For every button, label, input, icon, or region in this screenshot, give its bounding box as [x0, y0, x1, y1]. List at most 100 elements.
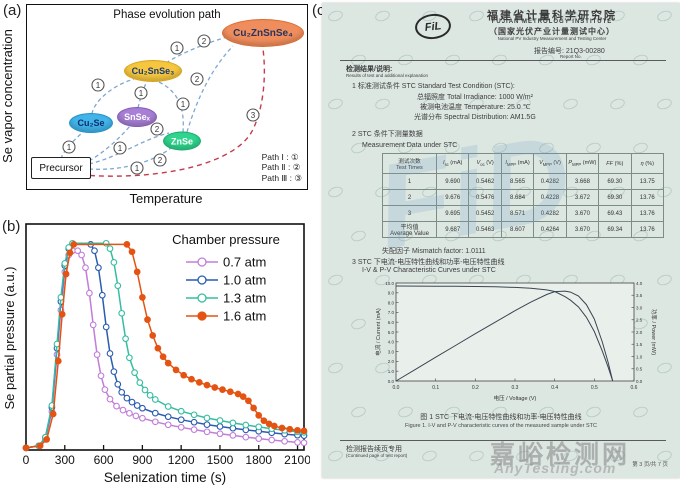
series-marker — [190, 418, 198, 426]
series-marker — [89, 321, 97, 329]
path-step-circle — [246, 108, 260, 122]
series-marker — [177, 407, 185, 415]
series-marker — [245, 397, 252, 405]
x-tick-label: 0 — [23, 453, 30, 467]
watermark-tile — [420, 448, 439, 464]
watermark-tile — [326, 272, 345, 288]
phase-path-blue — [91, 78, 135, 115]
series-marker — [91, 247, 98, 255]
table-cell: 69.30 — [598, 189, 632, 206]
series-1.6-atm — [22, 241, 308, 452]
table-cell: 9.690 — [435, 173, 470, 190]
series-marker — [133, 268, 141, 276]
series-marker — [86, 289, 93, 297]
node-znse: ZnSe — [163, 131, 201, 151]
iv-yl-tick-label: 4.0 — [388, 340, 395, 345]
figure-caption-cn: 图 1 STC 下电流-电压特性曲线和功率-电压特性曲线 — [420, 414, 582, 421]
series-marker — [126, 409, 133, 417]
certificate-page: FiL 福建省计量科学研究院 FUJIAN METROLOGY INSTITUT… — [322, 3, 680, 478]
table-cell: 3 — [382, 205, 437, 222]
iv-yl-tick-label: 2.0 — [388, 359, 395, 364]
iv-x-axis-label: 电压 / Voltage (V) — [494, 394, 537, 402]
table-cell: 3.668 — [565, 173, 600, 190]
series-marker — [164, 359, 172, 367]
series-marker — [216, 417, 224, 424]
series-marker — [101, 386, 109, 393]
series-marker — [229, 432, 237, 439]
iv-left-axis-label: 电流 / Current (mA) — [374, 308, 382, 356]
watermark-tile — [561, 96, 580, 112]
series-marker — [61, 260, 69, 267]
series-marker — [188, 375, 195, 383]
series-marker — [294, 426, 301, 434]
legend-marker — [197, 257, 207, 267]
page-info: 第 3 页/共 7 页 — [632, 462, 668, 468]
series-marker — [118, 388, 126, 396]
node-cu2snse3-label: Cu₂SnSe₃ — [131, 66, 175, 76]
table-row: 平均值 Average Value 9.687 0.5463 8.607 0.4264 3… — [382, 221, 665, 238]
watermark-tile — [326, 96, 345, 112]
iv-yr-tick-label: 1.0 — [636, 354, 643, 359]
series-marker — [203, 381, 211, 389]
series-marker — [114, 380, 122, 388]
series-marker — [123, 394, 131, 402]
iv-yr-tick-label: 4.0 — [636, 281, 643, 286]
series-marker — [126, 354, 133, 362]
table-header-cell: FF (%) — [598, 153, 632, 174]
node-snsex-label: SnSeₓ — [124, 112, 150, 122]
series-marker — [139, 294, 146, 301]
spectral-line: 光谱分布 Spectral Distribution: AM1.5G — [414, 114, 536, 121]
legend-title: Chamber pressure — [172, 232, 280, 247]
series-marker — [57, 294, 65, 301]
iv-yr-tick-label: 0.5 — [636, 367, 643, 372]
table-cell: 0.4282 — [533, 173, 567, 190]
series-marker — [149, 332, 157, 339]
path-step-number: 1 — [96, 81, 101, 90]
table-cell: 0.5476 — [468, 189, 502, 206]
iv-pv-chart: 0.0 0.1 0.2 0.3 0.4 0.5 0.60.01.02.03.04.05.06… — [374, 281, 658, 402]
series-marker — [133, 402, 141, 409]
iv-yr-tick-label: 2.5 — [636, 318, 643, 323]
org-name-en: FUJIAN METROLOGY INSTITUTE — [491, 19, 613, 25]
series-marker — [164, 421, 172, 429]
node-cu2znsnse4-label: Cu₂ZnSnSe₄ — [233, 27, 293, 39]
series-marker — [164, 413, 172, 421]
table-cell: 3.670 — [565, 205, 600, 222]
panel-a: (a) Se vapor concentration 1 1 1 1 1 1 1 2 2 2 2 3 … — [0, 0, 310, 212]
series-marker — [229, 419, 237, 427]
series-marker — [260, 417, 268, 425]
panel-b-x-axis-label: Selenization time (s) — [103, 470, 227, 485]
iv-yr-tick-label: 3.0 — [636, 305, 643, 310]
panel-a-legend: Path Ⅰ : ① Path Ⅱ : ② Path Ⅲ : ③ — [262, 152, 302, 184]
legend-marker — [197, 275, 207, 285]
phase-path-blue — [186, 45, 234, 133]
irradiance-line: 总辐照度 Total Irradiance: 1000 W/m² — [417, 94, 533, 101]
iv-right-axis-label: 功率 / Power (mW) — [650, 309, 658, 355]
table-row: 1 9.690 0.5462 8.565 0.4282 3.668 69.30 13.75 — [382, 173, 665, 190]
series-marker — [300, 439, 308, 447]
series-marker — [219, 386, 226, 393]
series-marker — [172, 366, 180, 374]
series-marker — [74, 247, 82, 255]
results-heading-sub: Results of test and additional explanati… — [346, 73, 429, 78]
footer-left-sub: (Continued page of test report) — [346, 453, 408, 458]
series-marker — [110, 368, 118, 375]
iv-yl-tick-label: 9.0 — [388, 291, 395, 296]
item1-line: 1 标准测试条件 STC Standard Test Condition (ST… — [352, 83, 515, 90]
series-marker — [43, 436, 51, 443]
anytesting-watermark-en: AnyTesting.com — [494, 460, 617, 476]
table-header-cell: IMPP (mA) — [500, 153, 535, 174]
path-step-number: 1 — [118, 144, 123, 153]
measurement-table: 测试次数 Test Times Isc (mA) Voc (V) IMPP (mA) V… — [382, 153, 665, 238]
results-heading: 检测结果/说明: — [346, 66, 393, 73]
series-marker — [286, 425, 294, 433]
table-cell: 0.5452 — [468, 205, 502, 222]
x-tick-label: 300 — [55, 453, 75, 467]
series-marker — [154, 344, 162, 352]
iv-yl-tick-label: 5.0 — [388, 330, 395, 335]
node-cu2znsnse4: Cu₂ZnSnSe₄ — [222, 19, 304, 47]
series-marker — [66, 249, 74, 257]
series-marker — [203, 421, 211, 428]
legend-marker — [197, 293, 207, 303]
series-marker — [118, 309, 126, 317]
